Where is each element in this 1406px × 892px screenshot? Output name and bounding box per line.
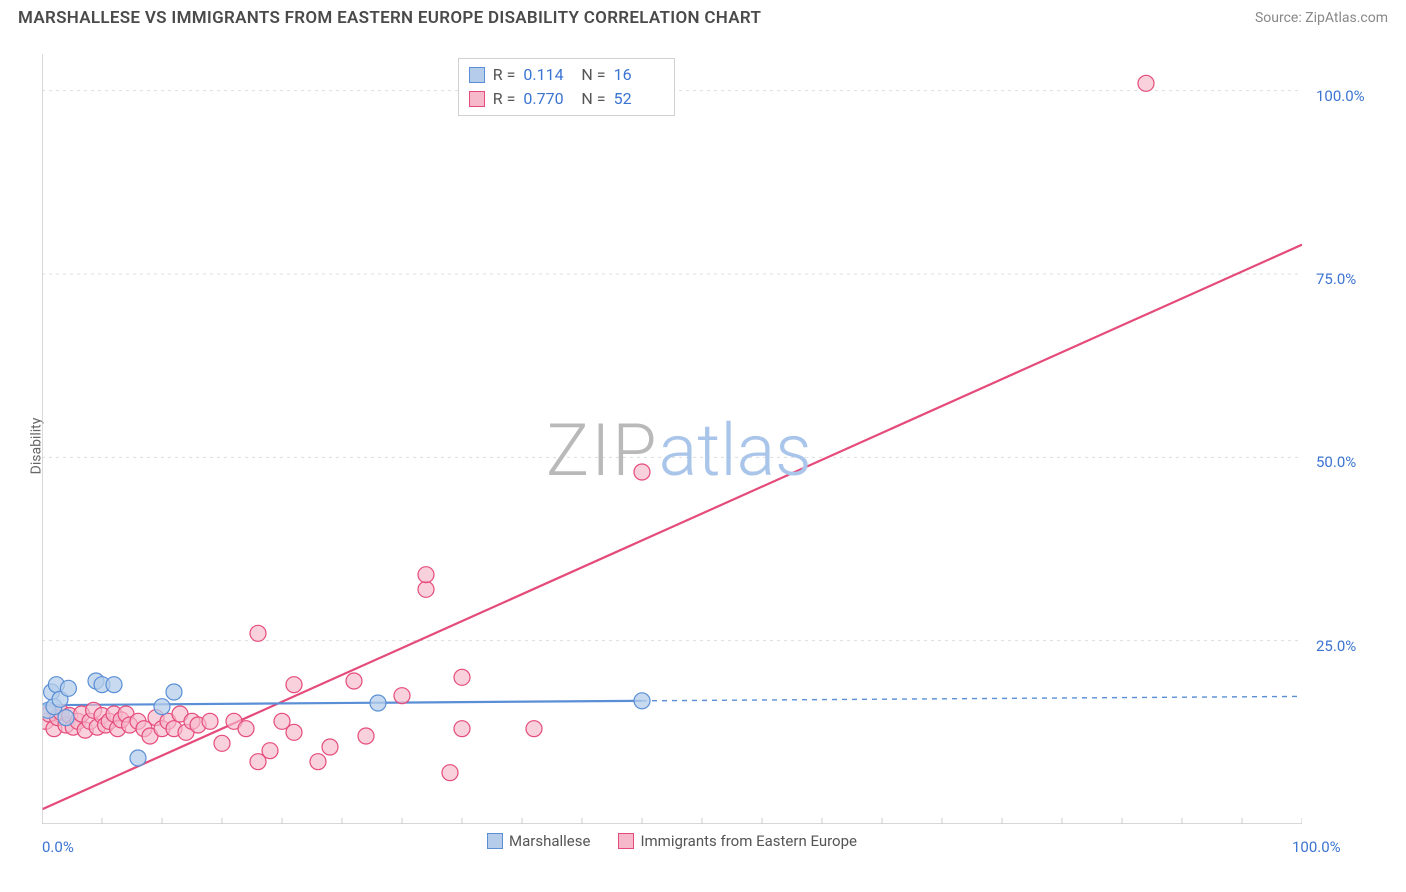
legend-swatch-icon xyxy=(469,67,485,83)
x-axis-max-label: 100.0% xyxy=(1292,838,1341,856)
y-tick-label: 25.0% xyxy=(1316,637,1356,655)
scatter-chart-svg xyxy=(42,54,1302,824)
r-label: R = xyxy=(493,63,516,87)
legend-swatch-icon xyxy=(618,833,634,849)
legend-swatch-icon xyxy=(487,833,503,849)
legend-label: Immigrants from Eastern Europe xyxy=(640,832,857,850)
legend-item-marshallese: Marshallese xyxy=(487,832,590,850)
legend-row-marshallese: R = 0.114 N = 16 xyxy=(469,63,664,87)
series-legend: Marshallese Immigrants from Eastern Europ… xyxy=(42,832,1302,853)
correlation-legend: R = 0.114 N = 16 R = 0.770 N = 52 xyxy=(458,58,675,116)
n-value: 16 xyxy=(614,63,664,87)
legend-item-eastern-europe: Immigrants from Eastern Europe xyxy=(618,832,857,850)
y-tick-label: 75.0% xyxy=(1316,270,1356,288)
legend-label: Marshallese xyxy=(509,832,590,850)
chart-area: ZIPatlas R =0.114N =16R =0.770N =52 xyxy=(42,54,1302,824)
legend-swatch-icon xyxy=(469,91,485,107)
chart-title: MARSHALLESE VS IMMIGRANTS FROM EASTERN E… xyxy=(18,8,761,28)
n-label: N = xyxy=(581,87,605,111)
y-tick-label: 50.0% xyxy=(1316,453,1356,471)
source-label: Source: ZipAtlas.com xyxy=(1255,10,1388,26)
r-label: R = xyxy=(493,87,516,111)
x-axis-min-label: 0.0% xyxy=(42,838,74,856)
legend-row-eastern-europe: R = 0.770 N = 52 xyxy=(469,87,664,111)
n-value: 52 xyxy=(614,87,664,111)
r-value: 0.770 xyxy=(523,87,573,111)
r-value: 0.114 xyxy=(523,63,573,87)
n-label: N = xyxy=(581,63,605,87)
y-tick-label: 100.0% xyxy=(1316,87,1365,105)
